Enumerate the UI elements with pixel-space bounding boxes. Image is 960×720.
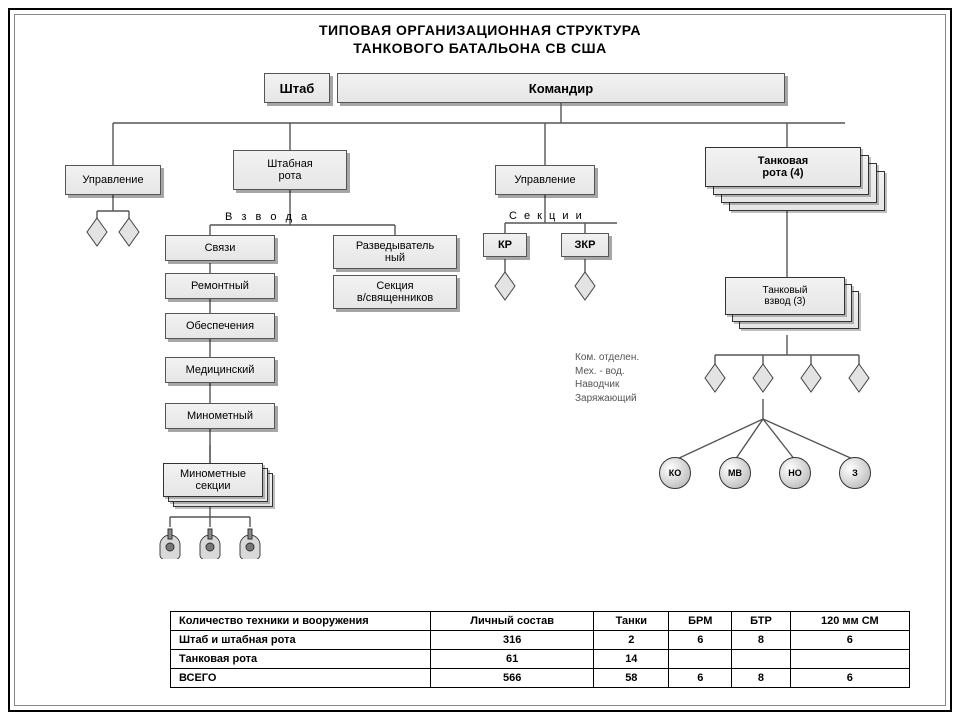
box-repair: Ремонтный (165, 273, 275, 299)
label-sektsii: С е к ц и и (509, 210, 584, 222)
mortar-icon (156, 525, 184, 559)
table-cell: 6 (790, 669, 909, 688)
table-cell: 14 (594, 650, 669, 669)
row-label: Танковая рота (171, 650, 431, 669)
page-title: ТИПОВАЯ ОРГАНИЗАЦИОННАЯ СТРУКТУРА ТАНКОВ… (15, 21, 945, 57)
box-hq-company: Штабнаярота (233, 150, 347, 190)
diamond-icon (800, 363, 822, 393)
diamond-icon (86, 217, 108, 247)
table-cell: 8 (732, 631, 791, 650)
box-signals: Связи (165, 235, 275, 261)
box-mortar-sections: Минометныесекции (163, 463, 263, 497)
diamond-icon (848, 363, 870, 393)
note-1: Ком. отделен. (575, 351, 639, 365)
diamond-icon (118, 217, 140, 247)
box-hq: Штаб (264, 73, 330, 103)
box-kr: КР (483, 233, 527, 257)
box-chaplain: Секцияв/священников (333, 275, 457, 309)
table-cell (732, 650, 791, 669)
row-label: ВСЕГО (171, 669, 431, 688)
mortar-icon (196, 525, 224, 559)
title-line-2: ТАНКОВОГО БАТАЛЬОНА СВ США (353, 40, 607, 56)
notes-block: Ком. отделен. Мех. - вод. Наводчик Заряж… (575, 351, 639, 405)
box-control-right: Управление (495, 165, 595, 195)
box-mortar: Минометный (165, 403, 275, 429)
table-cell (669, 650, 732, 669)
note-4: Заряжающий (575, 392, 639, 406)
role-circle: НО (779, 457, 811, 489)
stack-tank-platoon: Танковыйвзвод (3) (725, 277, 875, 333)
inner-frame: ТИПОВАЯ ОРГАНИЗАЦИОННАЯ СТРУКТУРА ТАНКОВ… (14, 14, 946, 706)
table-col: Танки (594, 612, 669, 631)
box-supply: Обеспечения (165, 313, 275, 339)
table-title: Количество техники и вооружения (171, 612, 431, 631)
title-line-1: ТИПОВАЯ ОРГАНИЗАЦИОННАЯ СТРУКТУРА (319, 22, 641, 38)
diamond-icon (574, 271, 596, 301)
note-3: Наводчик (575, 378, 639, 392)
diamond-icon (494, 271, 516, 301)
box-recon: Разведывательный (333, 235, 457, 269)
table-cell: 566 (431, 669, 594, 688)
table-cell (790, 650, 909, 669)
table-col: БРМ (669, 612, 732, 631)
table-cell: 316 (431, 631, 594, 650)
table-cell: 6 (669, 669, 732, 688)
role-circle: З (839, 457, 871, 489)
diamond-icon (752, 363, 774, 393)
table-col: Личный состав (431, 612, 594, 631)
diamond-icon (704, 363, 726, 393)
table-col: 120 мм СМ (790, 612, 909, 631)
table-cell: 2 (594, 631, 669, 650)
box-tank-platoon: Танковыйвзвод (3) (725, 277, 845, 315)
box-zkr: ЗКР (561, 233, 609, 257)
role-circle: МВ (719, 457, 751, 489)
table-cell: 58 (594, 669, 669, 688)
box-tank-company: Танковаярота (4) (705, 147, 861, 187)
box-commander: Командир (337, 73, 785, 103)
table-cell: 8 (732, 669, 791, 688)
box-control-left: Управление (65, 165, 161, 195)
mortar-icon (236, 525, 264, 559)
table-row: ВСЕГО56658686 (171, 669, 910, 688)
table-cell: 6 (790, 631, 909, 650)
label-vzvoda: В з в о д а (225, 211, 310, 223)
table-cell: 61 (431, 650, 594, 669)
equipment-table: Количество техники и вооруженияЛичный со… (170, 611, 910, 688)
role-circle: КО (659, 457, 691, 489)
table-row: Танковая рота6114 (171, 650, 910, 669)
outer-frame: ТИПОВАЯ ОРГАНИЗАЦИОННАЯ СТРУКТУРА ТАНКОВ… (8, 8, 952, 712)
table-col: БТР (732, 612, 791, 631)
box-medical: Медицинский (165, 357, 275, 383)
stack-mortar-sections: Минометныесекции (163, 463, 283, 509)
stack-tank-company: Танковаярота (4) (705, 147, 885, 207)
table-cell: 6 (669, 631, 732, 650)
row-label: Штаб и штабная рота (171, 631, 431, 650)
table-row: Штаб и штабная рота3162686 (171, 631, 910, 650)
note-2: Мех. - вод. (575, 365, 639, 379)
